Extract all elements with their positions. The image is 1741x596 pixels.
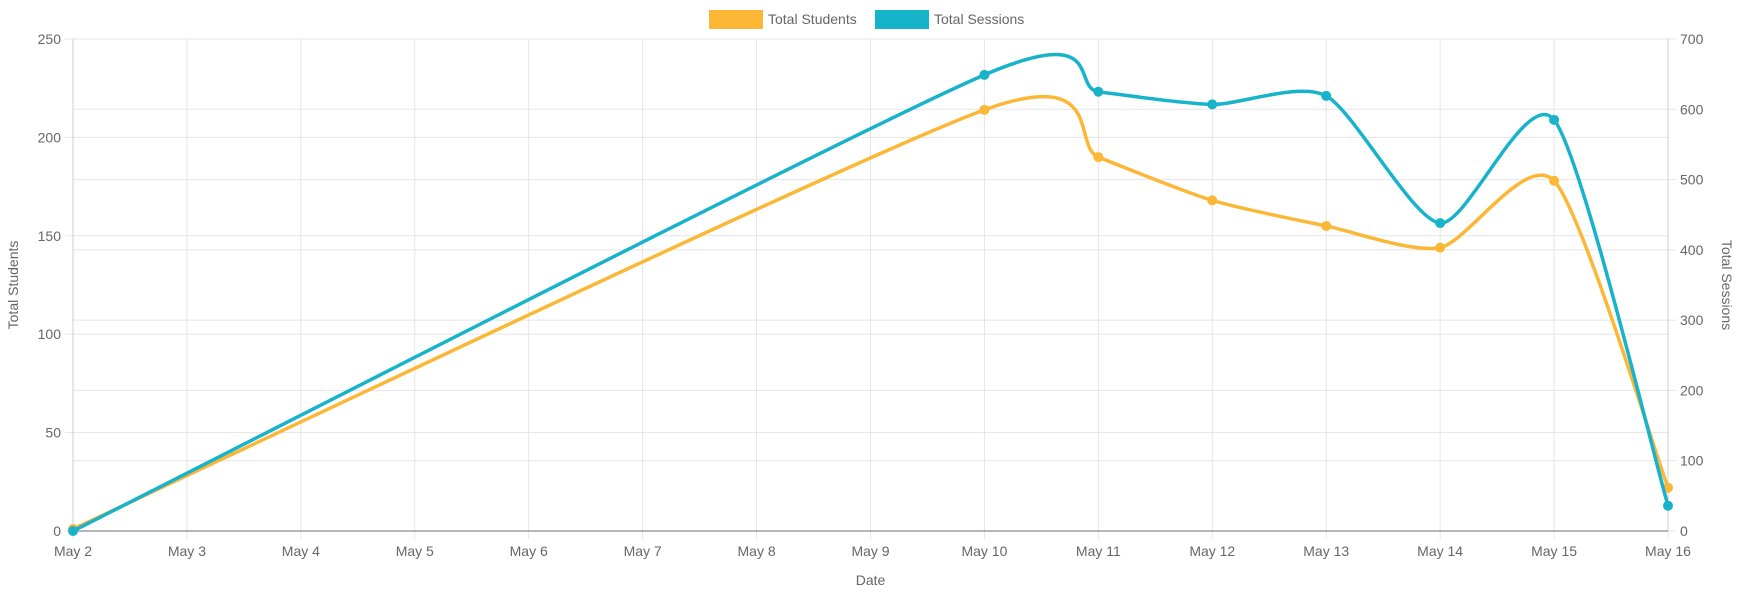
y-right-tick-label: 0 <box>1680 523 1688 539</box>
data-point-total-sessions-may-13[interactable] <box>1321 90 1332 101</box>
y-right-tick-label: 500 <box>1680 172 1704 188</box>
data-point-total-students-may-15[interactable] <box>1549 175 1560 186</box>
y-axis-right-title: Total Sessions <box>1719 240 1735 330</box>
legend[interactable]: Total Students Total Sessions <box>709 10 1024 29</box>
data-point-total-students-may-10[interactable] <box>979 104 990 115</box>
x-tick-label: May 6 <box>510 543 548 559</box>
x-tick-label: May 15 <box>1531 543 1577 559</box>
y-right-tick-label: 200 <box>1680 382 1704 398</box>
x-axis-title: Date <box>856 572 886 588</box>
y-axis-left-title: Total Students <box>5 241 21 330</box>
x-tick-label: May 13 <box>1303 543 1349 559</box>
data-point-total-sessions-may-14[interactable] <box>1435 218 1446 229</box>
series-total-students <box>68 94 1673 535</box>
data-point-total-sessions-may-11[interactable] <box>1093 86 1104 97</box>
x-tick-label: May 11 <box>1076 543 1121 559</box>
grid <box>65 38 1676 539</box>
legend-label-total-sessions[interactable]: Total Sessions <box>934 11 1024 27</box>
series-layer <box>68 52 1673 536</box>
y-left-tick-label: 100 <box>38 326 62 342</box>
y-right-tick-label: 700 <box>1680 31 1704 47</box>
data-point-total-sessions-may-2[interactable] <box>68 526 78 536</box>
y-left-tick-label: 150 <box>38 228 62 244</box>
y-left-tick-label: 50 <box>45 425 61 441</box>
legend-swatch-total-sessions[interactable] <box>875 10 929 29</box>
x-tick-label: May 14 <box>1417 543 1463 559</box>
data-point-total-students-may-11[interactable] <box>1093 152 1104 163</box>
y-right-tick-label: 600 <box>1680 101 1704 117</box>
x-tick-label: May 16 <box>1645 543 1691 559</box>
legend-label-total-students[interactable]: Total Students <box>768 11 857 27</box>
y-right-tick-label: 400 <box>1680 242 1704 258</box>
x-tick-label: May 4 <box>282 543 320 559</box>
y-left-tick-label: 0 <box>53 523 61 539</box>
data-point-total-sessions-may-15[interactable] <box>1549 114 1560 125</box>
legend-swatch-total-students[interactable] <box>709 10 763 29</box>
x-tick-label: May 12 <box>1189 543 1235 559</box>
axes: May 2 May 3 May 4 May 5 May 6 May 7 May 8 May 9… <box>38 31 1704 559</box>
y-right-tick-label: 300 <box>1680 312 1704 328</box>
x-tick-label: May 7 <box>624 543 662 559</box>
data-point-total-students-may-14[interactable] <box>1435 242 1446 253</box>
x-tick-label: May 8 <box>738 543 776 559</box>
x-tick-label: May 3 <box>168 543 206 559</box>
data-point-total-sessions-may-16[interactable] <box>1663 500 1673 511</box>
series-total-sessions <box>68 52 1673 536</box>
data-point-total-sessions-may-10[interactable] <box>979 69 990 80</box>
data-point-total-students-may-13[interactable] <box>1321 220 1332 231</box>
y-right-tick-label: 100 <box>1680 453 1704 469</box>
y-left-tick-label: 250 <box>38 31 62 47</box>
data-point-total-students-may-12[interactable] <box>1207 195 1218 206</box>
y-left-tick-label: 200 <box>38 129 62 145</box>
data-point-total-sessions-may-12[interactable] <box>1207 99 1218 110</box>
x-tick-label: May 9 <box>851 543 889 559</box>
x-tick-label: May 2 <box>54 543 92 559</box>
x-tick-label: May 10 <box>961 543 1007 559</box>
x-tick-label: May 5 <box>396 543 434 559</box>
